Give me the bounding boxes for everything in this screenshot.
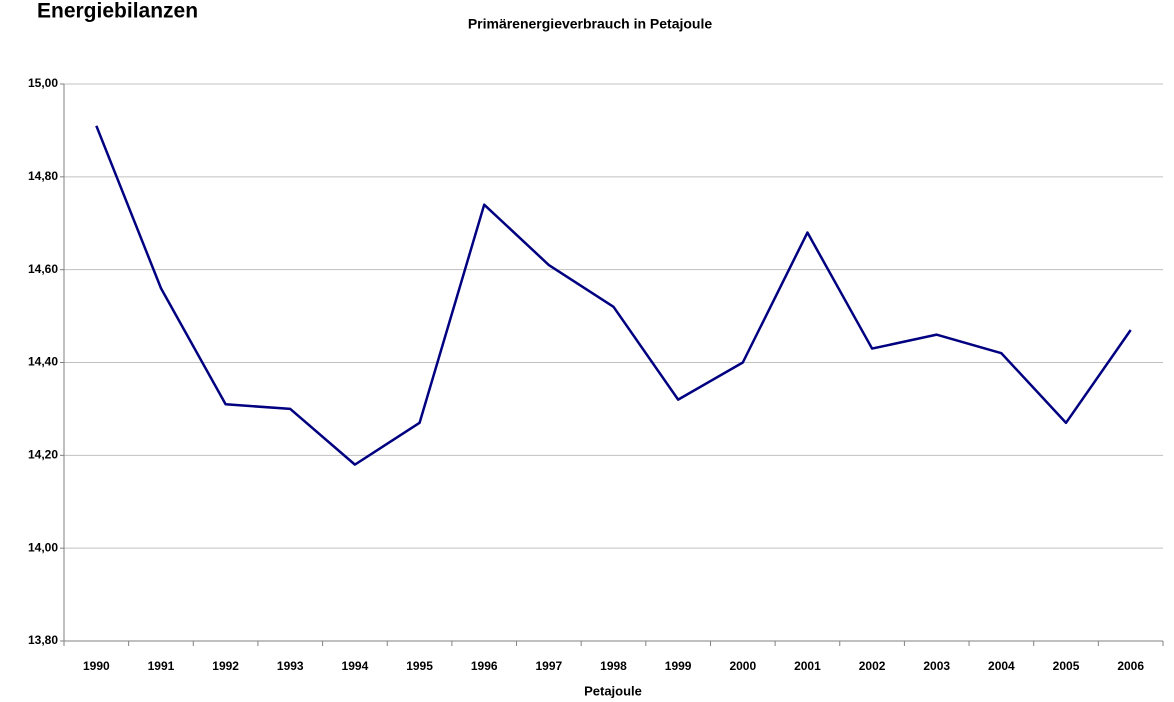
y-tick-label: 14,00 — [28, 540, 58, 554]
x-tick-label: 2000 — [729, 659, 756, 673]
y-tick-label: 14,80 — [28, 169, 58, 183]
x-tick-label: 1990 — [83, 659, 110, 673]
x-tick-label: 1998 — [600, 659, 627, 673]
x-tick-label: 1995 — [406, 659, 433, 673]
x-tick-label: 1997 — [536, 659, 563, 673]
page-title: Energiebilanzen — [37, 0, 198, 23]
y-tick-label: 14,40 — [28, 355, 58, 369]
y-tick-label: 15,00 — [28, 76, 58, 90]
x-tick-label: 1991 — [148, 659, 175, 673]
x-tick-label: 2006 — [1117, 659, 1144, 673]
y-tick-label: 14,20 — [28, 448, 58, 462]
y-tick-label: 13,80 — [28, 633, 58, 647]
chart-title: Primärenergieverbrauch in Petajoule — [468, 16, 713, 32]
x-tick-label: 1994 — [342, 659, 369, 673]
x-tick-label: 1992 — [212, 659, 239, 673]
y-tick-label: 14,60 — [28, 262, 58, 276]
data-line — [95, 125, 1132, 466]
x-tick-label: 2002 — [859, 659, 886, 673]
x-tick-label: 2005 — [1053, 659, 1080, 673]
x-tick-label: 1999 — [665, 659, 692, 673]
x-tick-label: 2003 — [923, 659, 950, 673]
x-tick-label: 1996 — [471, 659, 498, 673]
x-tick-label: 1993 — [277, 659, 304, 673]
x-tick-label: 2001 — [794, 659, 821, 673]
x-axis-label: Petajoule — [584, 683, 642, 698]
x-tick-label: 2004 — [988, 659, 1015, 673]
